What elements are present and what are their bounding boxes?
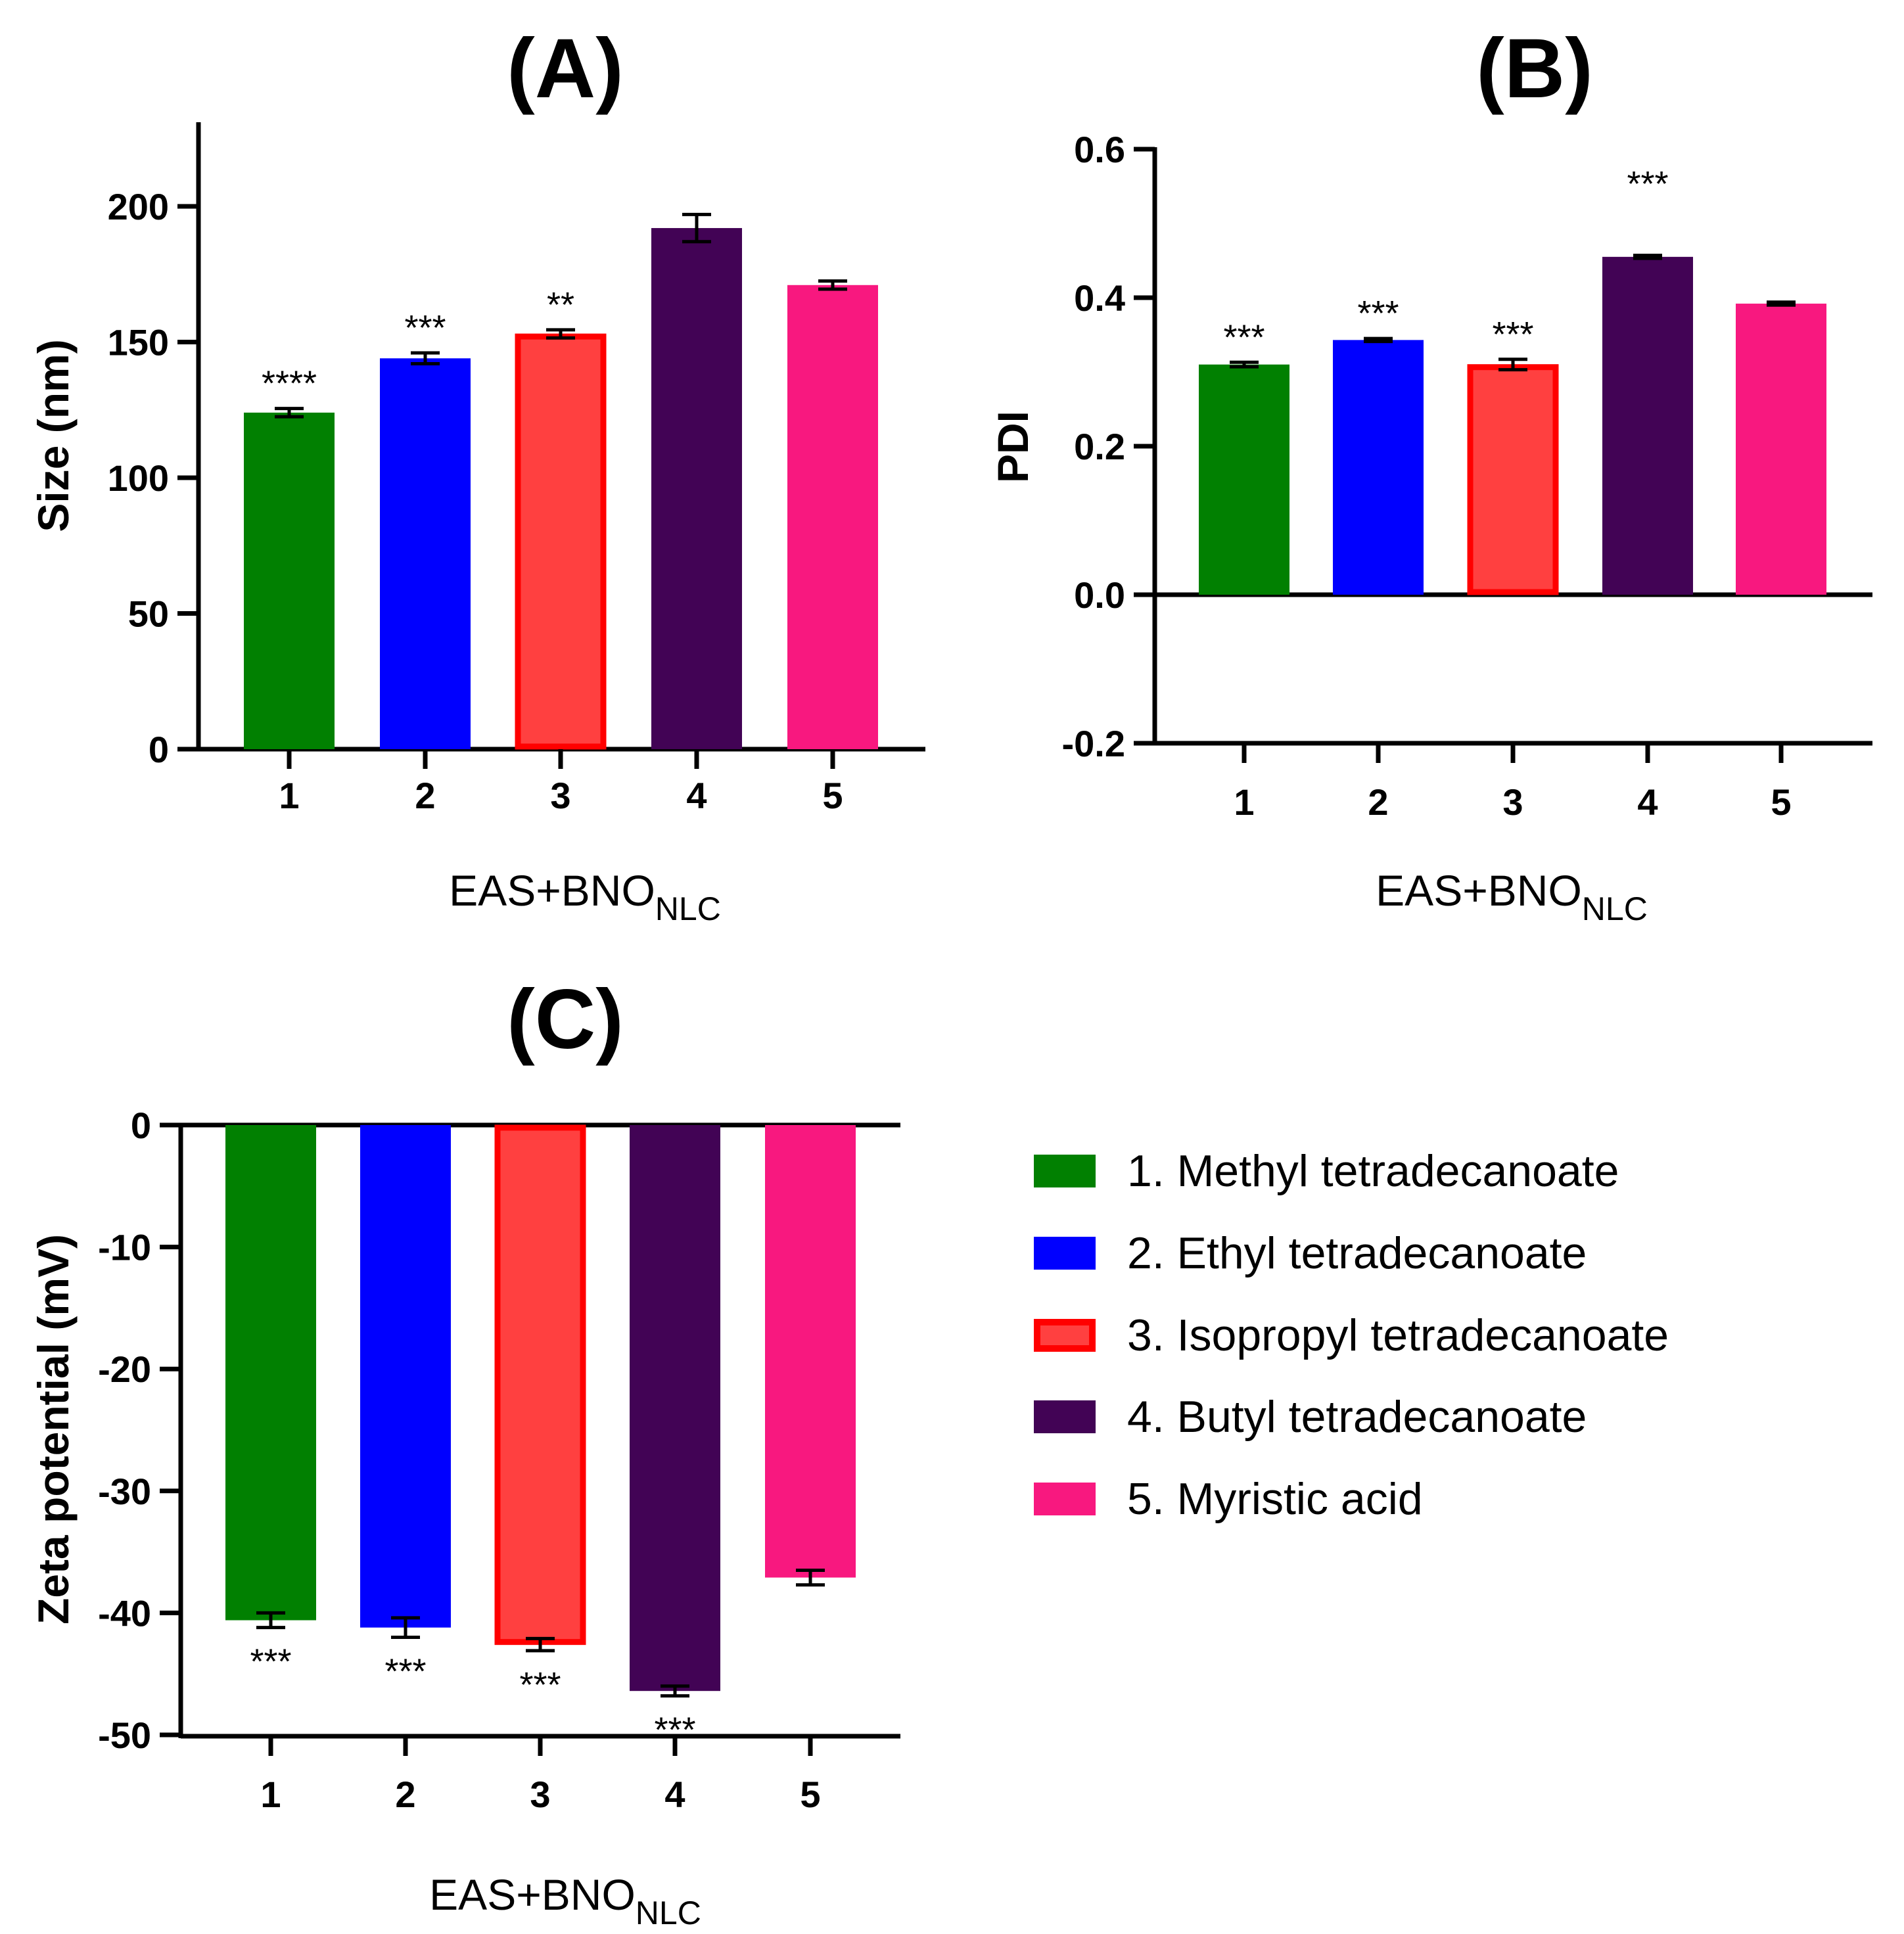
x-tick-label: 1 <box>279 775 299 816</box>
x-axis-title-sub: NLC <box>636 1895 701 1931</box>
y-tick-label: -0.2 <box>1062 723 1126 764</box>
x-tick-label: 2 <box>415 775 435 816</box>
y-tick-label: -10 <box>98 1227 151 1268</box>
x-axis-title-sub: NLC <box>655 890 721 927</box>
x-axis-title: EAS+BNONLC <box>429 1870 701 1931</box>
y-tick-label: 0.6 <box>1074 129 1125 170</box>
y-tick-label: -30 <box>98 1471 151 1512</box>
panel-title: (A) <box>507 22 624 116</box>
x-tick-label: 1 <box>1234 781 1254 823</box>
chart-zeta: (C)-50-40-30-20-100***1***2***3***4 5Zeta… <box>29 973 900 1931</box>
legend-label: 1. Methyl tetradecanoate <box>1127 1146 1619 1196</box>
x-axis-title-main: EAS+BNO <box>1376 866 1582 915</box>
x-axis-title: EAS+BNONLC <box>1376 866 1648 927</box>
legend-swatch <box>1034 1400 1096 1433</box>
bar-4 <box>1602 256 1693 595</box>
y-axis-title: Zeta potential (mV) <box>29 1234 78 1624</box>
y-tick-label: 0 <box>131 1105 151 1146</box>
legend-swatch <box>1034 1237 1096 1270</box>
legend: 1. Methyl tetradecanoate 2. Ethyl tetrade… <box>1034 1146 1669 1524</box>
chart-size: (A) 0 50 100 150 200 **** 1 *** 2 ** 3 4 5 Size (nm) EA… <box>29 22 925 927</box>
legend-label: 4. Butyl tetradecanoate <box>1127 1392 1587 1442</box>
y-tick-label: 50 <box>128 593 169 635</box>
panel-title: (B) <box>1476 22 1593 116</box>
x-axis-title-main: EAS+BNO <box>429 1870 636 1919</box>
y-tick-label: -20 <box>98 1348 151 1390</box>
bar-2 <box>380 358 471 749</box>
y-axis-title: Size (nm) <box>29 339 78 532</box>
bar-4 <box>651 228 742 749</box>
y-tick-label: -50 <box>98 1715 151 1756</box>
significance-label: *** <box>250 1642 291 1682</box>
legend-swatch <box>1034 1155 1096 1187</box>
bar-2 <box>1333 340 1424 595</box>
significance-label: *** <box>1223 317 1265 357</box>
significance-label: *** <box>519 1665 561 1705</box>
bar-5 <box>765 1125 856 1578</box>
x-tick-label: 4 <box>664 1774 685 1815</box>
y-tick-label: 0.4 <box>1074 277 1125 319</box>
y-tick-label: -40 <box>98 1592 151 1634</box>
x-tick-label: 3 <box>1502 781 1523 823</box>
x-tick-label: 5 <box>800 1774 820 1815</box>
x-tick-label: 4 <box>686 775 707 816</box>
legend-swatch <box>1034 1319 1096 1352</box>
chart-pdi: (B) -0.2 0.0 0.2 0.4 0.6 *** 1 *** 2 *** 3 *** 4 5 PDI E… <box>988 22 1872 927</box>
y-tick-label: 150 <box>108 322 169 363</box>
y-axis-title: PDI <box>988 411 1037 483</box>
y-tick-label: 0 <box>149 729 169 770</box>
legend-label: 5. Myristic acid <box>1127 1474 1423 1524</box>
legend-label: 3. Isopropyl tetradecanoate <box>1127 1310 1669 1360</box>
y-tick-label: 200 <box>108 186 169 227</box>
y-tick-label: 0.0 <box>1074 574 1125 616</box>
bar-3 <box>1467 364 1559 595</box>
bar-3 <box>515 333 607 750</box>
bar-5 <box>1736 304 1826 595</box>
significance-label: *** <box>384 1652 426 1692</box>
x-tick-label: 2 <box>395 1774 415 1815</box>
bar-4 <box>630 1125 720 1692</box>
bar-2 <box>360 1125 451 1628</box>
significance-label: *** <box>1492 315 1533 354</box>
significance-label: *** <box>404 308 446 348</box>
bar-3 <box>494 1124 586 1646</box>
x-tick-label: 5 <box>822 775 843 816</box>
y-tick-label: 100 <box>108 457 169 499</box>
x-tick-label: 3 <box>550 775 570 816</box>
significance-label: *** <box>1357 294 1399 333</box>
bar-5 <box>787 285 878 749</box>
legend-swatch <box>1034 1483 1096 1515</box>
x-axis-title-main: EAS+BNO <box>449 866 655 915</box>
panel-title: (C) <box>507 973 624 1067</box>
x-tick-label: 2 <box>1368 781 1388 823</box>
x-tick-label: 3 <box>530 1774 550 1815</box>
bar-1 <box>244 412 335 749</box>
bar-1 <box>1199 364 1289 595</box>
x-tick-label: 4 <box>1637 781 1658 823</box>
x-tick-label: 5 <box>1771 781 1791 823</box>
x-tick-label: 1 <box>260 1774 281 1815</box>
x-axis-title-sub: NLC <box>1582 890 1648 927</box>
significance-label: *** <box>1627 164 1668 204</box>
significance-label: **** <box>262 364 317 403</box>
x-axis-title: EAS+BNONLC <box>449 866 721 927</box>
y-tick-label: 0.2 <box>1074 426 1125 467</box>
legend-label: 2. Ethyl tetradecanoate <box>1127 1228 1587 1278</box>
bar-1 <box>225 1125 316 1621</box>
significance-label: ** <box>547 285 574 325</box>
